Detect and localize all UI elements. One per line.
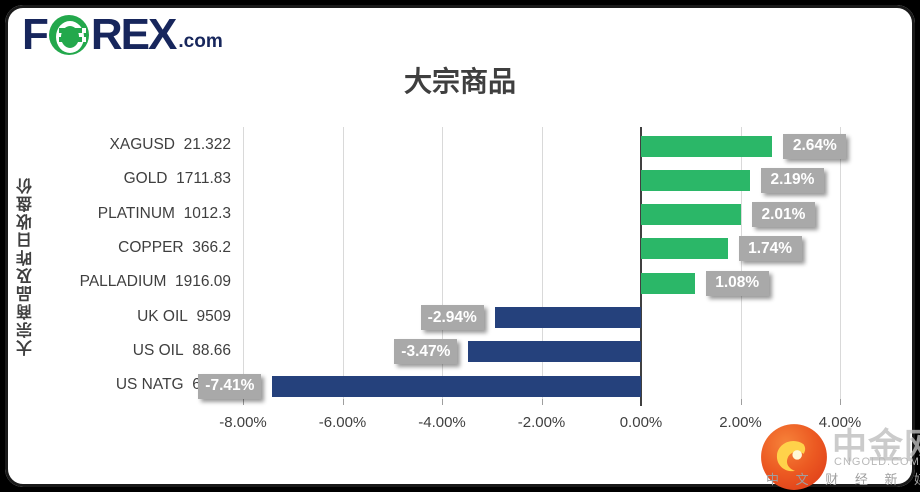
bar-platinum	[641, 204, 741, 226]
x-axis-tick-label: -6.00%	[318, 414, 367, 431]
category-label: COPPER 366.2	[118, 238, 231, 256]
x-axis-tick-label: 4.00%	[818, 414, 862, 431]
axis-tick	[442, 399, 443, 405]
gridline	[342, 127, 344, 399]
value-label: 1.74%	[738, 236, 802, 262]
category-label: PLATINUM 1012.3	[97, 204, 231, 222]
gridline	[442, 127, 443, 399]
category-label: PALLADIUM 1916.09	[79, 273, 231, 291]
category-label: UK OIL 9509	[137, 307, 231, 325]
x-axis-tick-label: -2.00%	[517, 414, 566, 431]
logo-text-rex: REX	[90, 10, 177, 59]
axis-tick	[541, 399, 543, 405]
x-axis-tick-label: 2.00%	[719, 414, 762, 431]
value-label: -7.41%	[198, 373, 262, 399]
axis-tick	[640, 399, 642, 406]
value-label: 2.19%	[760, 167, 824, 193]
gridline	[840, 127, 841, 399]
category-label: GOLD 1711.83	[123, 170, 231, 188]
bar-us-oil	[468, 341, 641, 363]
bar-palladium	[641, 272, 695, 294]
zero-axis-line	[640, 127, 642, 399]
value-label: 2.01%	[751, 202, 815, 228]
value-label: -3.47%	[394, 339, 458, 365]
axis-tick	[840, 399, 841, 405]
axis-tick	[342, 399, 344, 405]
bar-uk-oil	[494, 307, 641, 328]
y-axis-label: 大宗商品及昨日收盘价	[18, 176, 35, 356]
gridline	[243, 127, 244, 399]
bar-us-natg	[272, 375, 641, 397]
forex-o-currency-icon	[48, 15, 89, 55]
x-axis-tick-label: -8.00%	[219, 414, 267, 431]
chart-title: 大宗商品	[403, 66, 516, 97]
category-label: US OIL 88.66	[132, 341, 231, 359]
value-label: 1.08%	[705, 270, 769, 296]
logo-text-f: F	[22, 10, 49, 59]
bar-copper	[641, 238, 728, 260]
category-label: XAGUSD 21.322	[109, 136, 231, 153]
x-axis-tick-label: -4.00%	[418, 414, 466, 431]
axis-tick	[740, 399, 742, 405]
axis-tick	[243, 399, 244, 405]
x-axis-tick-label: 0.00%	[619, 414, 663, 431]
forex-logo: F REX .com	[22, 12, 223, 58]
bar-xagusd	[641, 135, 773, 157]
gridline	[740, 127, 742, 399]
gridline	[541, 127, 543, 399]
bar-gold	[641, 169, 750, 191]
logo-text-dotcom: .com	[178, 31, 223, 52]
value-label: 2.64%	[783, 133, 847, 159]
value-label: -2.94%	[420, 305, 484, 330]
